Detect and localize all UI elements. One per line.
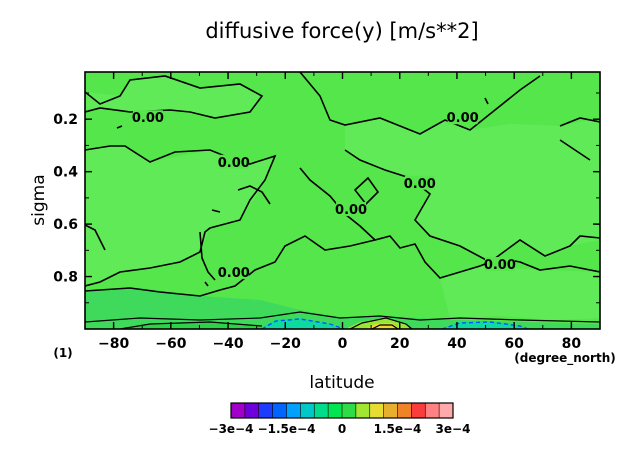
contour-label-bg (404, 175, 435, 190)
x-tick-label: −40 (212, 336, 243, 352)
colorbar-swatch (342, 403, 357, 418)
contour-label: 0.00 (404, 177, 436, 192)
near-surface-contours (85, 311, 600, 329)
x-unit-label: (degree_north) (514, 351, 615, 366)
near-surface-band (85, 288, 600, 329)
light-patch (440, 266, 600, 320)
y-axis-label: sigma (29, 174, 49, 225)
contour-label-bg (484, 257, 515, 272)
negative-contours (261, 318, 529, 329)
colorbar-swatch (244, 403, 260, 418)
colorbar-swatch (383, 403, 398, 418)
light-patch (345, 118, 600, 262)
field-patches (85, 76, 600, 329)
colorbar-tick-label: 3e−4 (436, 422, 471, 436)
x-tick-label: 0 (338, 336, 348, 352)
x-tick-label: 20 (390, 336, 410, 352)
contour-label: 0.00 (335, 203, 367, 218)
colorbar: −3e−4 −1.5e−4 0 1.5e−4 3e−4 (209, 402, 471, 436)
y-axis: 0.2 0.4 0.6 0.8 (53, 92, 600, 330)
contour-label-bg (132, 110, 163, 125)
x-tick-label: 60 (504, 336, 524, 352)
contour-label-bg (447, 110, 478, 125)
colorbar-tick-label: −3e−4 (209, 422, 254, 436)
colorbar-swatch (258, 403, 273, 418)
colorbar-swatch (355, 403, 371, 418)
colorbar-swatch (231, 403, 246, 418)
x-axis: −80 −60 −40 −20 0 20 40 60 80 (84, 72, 601, 352)
x-tick-label: 40 (447, 336, 467, 352)
contour-label: 0.00 (447, 111, 479, 126)
y-tick-label: 0.2 (53, 112, 78, 128)
colorbar-swatch (397, 403, 412, 418)
plot-area: 0.00 0.00 0.00 0.00 0.00 0.00 0.00 (84, 71, 601, 330)
contour-label: 0.00 (218, 266, 250, 281)
y-tick-label: 0.8 (53, 270, 78, 286)
colorbar-swatch (425, 403, 440, 418)
contour-label: 0.00 (218, 156, 250, 171)
colorbar-swatch (314, 403, 329, 418)
colorbar-swatch (411, 403, 426, 418)
contour-label: 0.00 (132, 111, 164, 126)
colorbar-tick-label: −1.5e−4 (258, 422, 316, 436)
colorbar-tick-label: 1.5e−4 (374, 422, 422, 436)
x-tick-label: −20 (270, 336, 301, 352)
light-patch (85, 146, 275, 285)
contour-label: 0.00 (484, 258, 516, 273)
colorbar-swatch (328, 403, 343, 418)
x-tick-label: −80 (98, 336, 129, 352)
colorbar-swatch (369, 403, 384, 418)
colorbar-swatch (300, 403, 315, 418)
colorbar-frame (230, 402, 454, 419)
x-tick-label: −60 (155, 336, 186, 352)
contour-label-bg (218, 154, 249, 169)
colorbar-swatch (286, 403, 301, 418)
colorbar-tick-label: 0 (338, 422, 346, 436)
y-tick-label: 0.4 (53, 165, 78, 181)
contour-label-layer: 0.00 0.00 0.00 0.00 0.00 0.00 0.00 (132, 110, 516, 281)
y-tick-label: 0.6 (53, 217, 78, 233)
contour-label-bg (336, 201, 367, 216)
x-tick-label: 80 (562, 336, 582, 352)
colorbar-swatch (272, 403, 287, 418)
contour-label-bg (218, 264, 249, 279)
chart-title: diffusive force(y) [m/s**2] (205, 19, 478, 43)
panel-label: (1) (53, 346, 72, 360)
colorbar-swatch (439, 403, 454, 418)
x-axis-label: latitude (309, 373, 374, 393)
